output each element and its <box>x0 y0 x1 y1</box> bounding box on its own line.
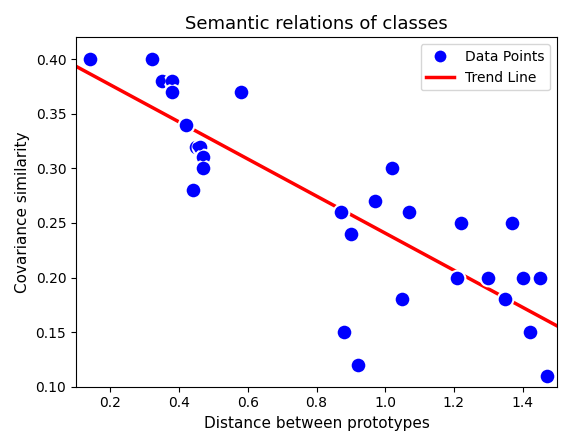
Data Points <box>453 274 462 281</box>
Point <box>188 186 197 194</box>
Point <box>405 208 414 215</box>
X-axis label: Distance between prototypes: Distance between prototypes <box>204 416 430 431</box>
Trend Line <box>513 301 519 306</box>
Point <box>525 329 534 336</box>
Data Points <box>525 329 534 336</box>
Point <box>157 78 166 85</box>
Point <box>236 88 245 95</box>
Point <box>387 165 396 172</box>
Data Points <box>198 165 208 172</box>
Data Points <box>456 219 466 227</box>
Data Points <box>501 296 510 303</box>
Data Points <box>195 143 204 150</box>
Data Points <box>339 329 348 336</box>
Point <box>336 208 345 215</box>
Data Points <box>508 219 517 227</box>
Point <box>168 88 177 95</box>
Title: Semantic relations of classes: Semantic relations of classes <box>185 15 448 33</box>
Point <box>168 78 177 85</box>
Trend Line <box>73 64 80 69</box>
Point <box>85 56 94 63</box>
Point <box>353 361 362 368</box>
Trend Line <box>102 79 109 85</box>
Point <box>508 219 517 227</box>
Point <box>535 274 545 281</box>
Data Points <box>398 296 407 303</box>
Point <box>501 296 510 303</box>
Point <box>453 274 462 281</box>
Point <box>484 274 493 281</box>
Trend Line <box>92 74 99 79</box>
Data Points <box>346 230 355 237</box>
Point <box>198 154 208 161</box>
Point <box>370 198 379 205</box>
Data Points <box>198 154 208 161</box>
Data Points <box>168 78 177 85</box>
Data Points <box>353 361 362 368</box>
Data Points <box>535 274 545 281</box>
Data Points <box>336 208 345 215</box>
Data Points <box>484 274 493 281</box>
Data Points <box>236 88 245 95</box>
Point <box>456 219 466 227</box>
Data Points <box>181 121 190 128</box>
Y-axis label: Covariance similarity: Covariance similarity <box>15 131 30 293</box>
Data Points <box>405 208 414 215</box>
Data Points <box>168 88 177 95</box>
Legend: Data Points, Trend Line: Data Points, Trend Line <box>420 44 550 91</box>
Point <box>339 329 348 336</box>
Trend Line <box>530 310 537 315</box>
Point <box>147 56 156 63</box>
Data Points <box>387 165 396 172</box>
Data Points <box>147 56 156 63</box>
Data Points <box>542 372 551 380</box>
Data Points <box>370 198 379 205</box>
Point <box>192 143 201 150</box>
Trend Line <box>201 133 208 138</box>
Point <box>198 165 208 172</box>
Point <box>195 143 204 150</box>
Trend Line <box>554 323 561 329</box>
Data Points <box>85 56 94 63</box>
Data Points <box>192 143 201 150</box>
Point <box>346 230 355 237</box>
Data Points <box>188 186 197 194</box>
Data Points <box>85 56 94 63</box>
Point <box>181 121 190 128</box>
Point <box>542 372 551 380</box>
Data Points <box>157 78 166 85</box>
Point <box>518 274 527 281</box>
Data Points <box>518 274 527 281</box>
Line: Trend Line: Trend Line <box>76 66 557 326</box>
Point <box>85 56 94 63</box>
Point <box>398 296 407 303</box>
Trend Line <box>162 112 169 117</box>
